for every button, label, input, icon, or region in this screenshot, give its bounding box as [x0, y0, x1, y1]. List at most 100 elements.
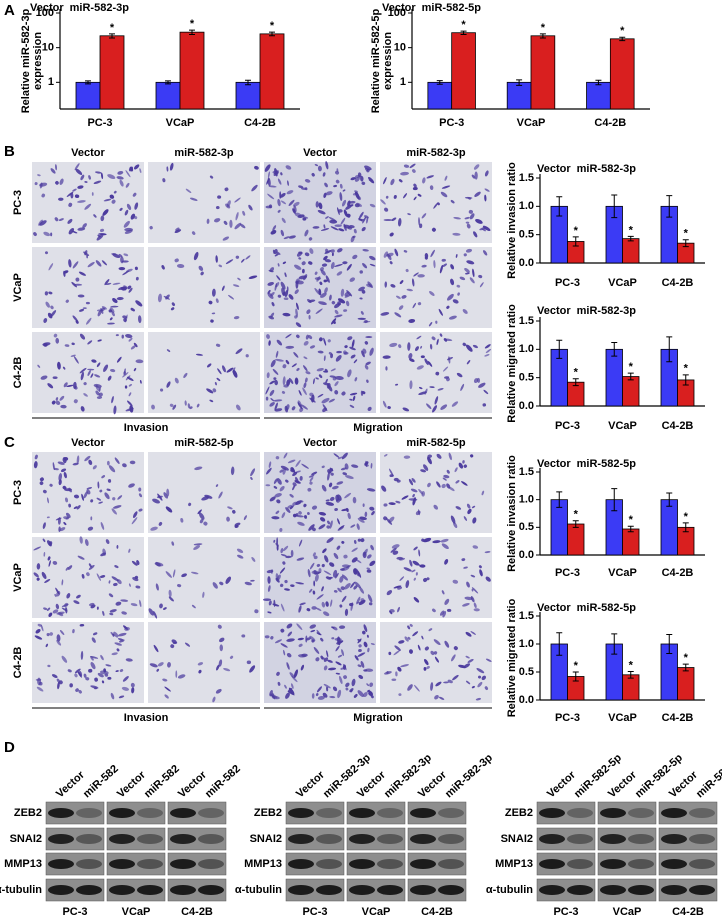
cell-stain — [267, 177, 271, 187]
cell-stain — [273, 486, 278, 489]
blot-band — [539, 885, 565, 895]
cell-stain — [125, 334, 133, 339]
cell-stain — [351, 464, 359, 468]
cell-stain — [110, 692, 115, 700]
cell-stain — [62, 485, 67, 490]
cell-stain — [426, 403, 432, 410]
cell-stain — [300, 404, 308, 410]
cell-stain — [174, 258, 179, 263]
cell-stain — [294, 377, 299, 385]
cell-stain — [109, 612, 114, 616]
cell-stain — [138, 493, 143, 498]
cell-stain — [321, 586, 324, 592]
cell-stain — [326, 686, 329, 692]
cell-stain — [433, 651, 438, 655]
cell-stain — [423, 464, 429, 471]
cell-stain — [307, 511, 310, 516]
cell-stain — [92, 632, 98, 636]
cell-stain — [411, 569, 416, 573]
cell-stain — [450, 200, 455, 204]
cell-stain — [405, 268, 409, 273]
cell-stain — [295, 322, 302, 328]
cell-stain — [482, 403, 487, 407]
blot-band — [170, 834, 196, 844]
cell-stain — [391, 544, 400, 549]
blot-frame — [597, 878, 657, 902]
cell-stain — [273, 539, 276, 543]
blot-band — [661, 834, 687, 844]
cell-stain — [118, 267, 126, 271]
cell-stain — [413, 183, 417, 188]
blot-band — [349, 859, 375, 869]
cell-stain — [312, 590, 316, 595]
cell-stain — [209, 399, 214, 403]
cell-stain — [107, 460, 110, 466]
x-tick-label: VCaP — [608, 567, 637, 579]
cell-stain — [230, 466, 235, 476]
cell-stain — [55, 164, 58, 171]
cell-stain — [95, 260, 102, 267]
cell-stain — [325, 499, 330, 502]
cell-stain — [442, 263, 447, 267]
cell-stain — [298, 185, 304, 189]
cell-stain — [215, 343, 221, 347]
cell-stain — [350, 602, 354, 612]
cell-stain — [165, 294, 170, 300]
lane-label: miR-582 — [203, 763, 243, 801]
cell-stain — [283, 452, 288, 459]
cell-stain — [65, 497, 69, 503]
error-bar — [611, 342, 618, 357]
cell-stain — [251, 556, 256, 562]
cell-stain — [343, 350, 347, 355]
cell-stain — [325, 216, 329, 219]
cell-stain — [357, 664, 362, 668]
cell-stain — [337, 456, 343, 460]
cell-stain — [313, 555, 318, 560]
cell-stain — [266, 467, 272, 475]
cell-stain — [478, 382, 486, 388]
cell-stain — [82, 223, 87, 229]
cell-stain — [103, 364, 109, 372]
blot-frame — [407, 827, 467, 851]
cell-stain — [469, 213, 475, 220]
cell-stain — [279, 528, 283, 532]
cell-stain — [248, 204, 253, 211]
cell-stain — [359, 297, 363, 300]
cell-stain — [359, 516, 367, 521]
cell-stain — [237, 554, 244, 559]
cell-stain — [317, 350, 324, 354]
cell-stain — [446, 483, 451, 489]
cell-stain — [408, 353, 413, 359]
cell-stain — [97, 339, 102, 342]
cell-stain — [462, 309, 468, 314]
cell-stain — [353, 585, 358, 590]
cell-stain — [344, 345, 348, 349]
cell-stain — [49, 632, 53, 636]
cell-line-label: C4-2B — [181, 906, 213, 918]
cell-stain — [214, 218, 221, 223]
cell-stain — [122, 463, 127, 468]
cell-stain — [273, 599, 276, 607]
cell-stain — [77, 200, 86, 203]
bar — [451, 32, 476, 110]
cell-stain — [216, 377, 221, 382]
cell-stain — [368, 602, 373, 606]
cell-stain — [390, 284, 396, 288]
cell-stain — [195, 353, 204, 356]
cell-stain — [304, 229, 309, 237]
panel-label: B — [4, 143, 15, 160]
cell-stain — [465, 631, 472, 637]
cell-stain — [218, 264, 223, 268]
legend-label: miR-582-3p — [577, 305, 637, 317]
cell-stain — [448, 452, 452, 461]
cell-stain — [270, 398, 275, 402]
y-tick-label: 1 — [400, 76, 406, 88]
cell-stain — [330, 599, 333, 607]
cell-stain — [129, 460, 136, 465]
cell-stain — [233, 316, 240, 320]
cell-stain — [215, 255, 218, 263]
cell-stain — [111, 199, 116, 204]
cell-stain — [165, 506, 173, 513]
cell-stain — [282, 561, 286, 565]
cell-stain — [96, 573, 102, 581]
